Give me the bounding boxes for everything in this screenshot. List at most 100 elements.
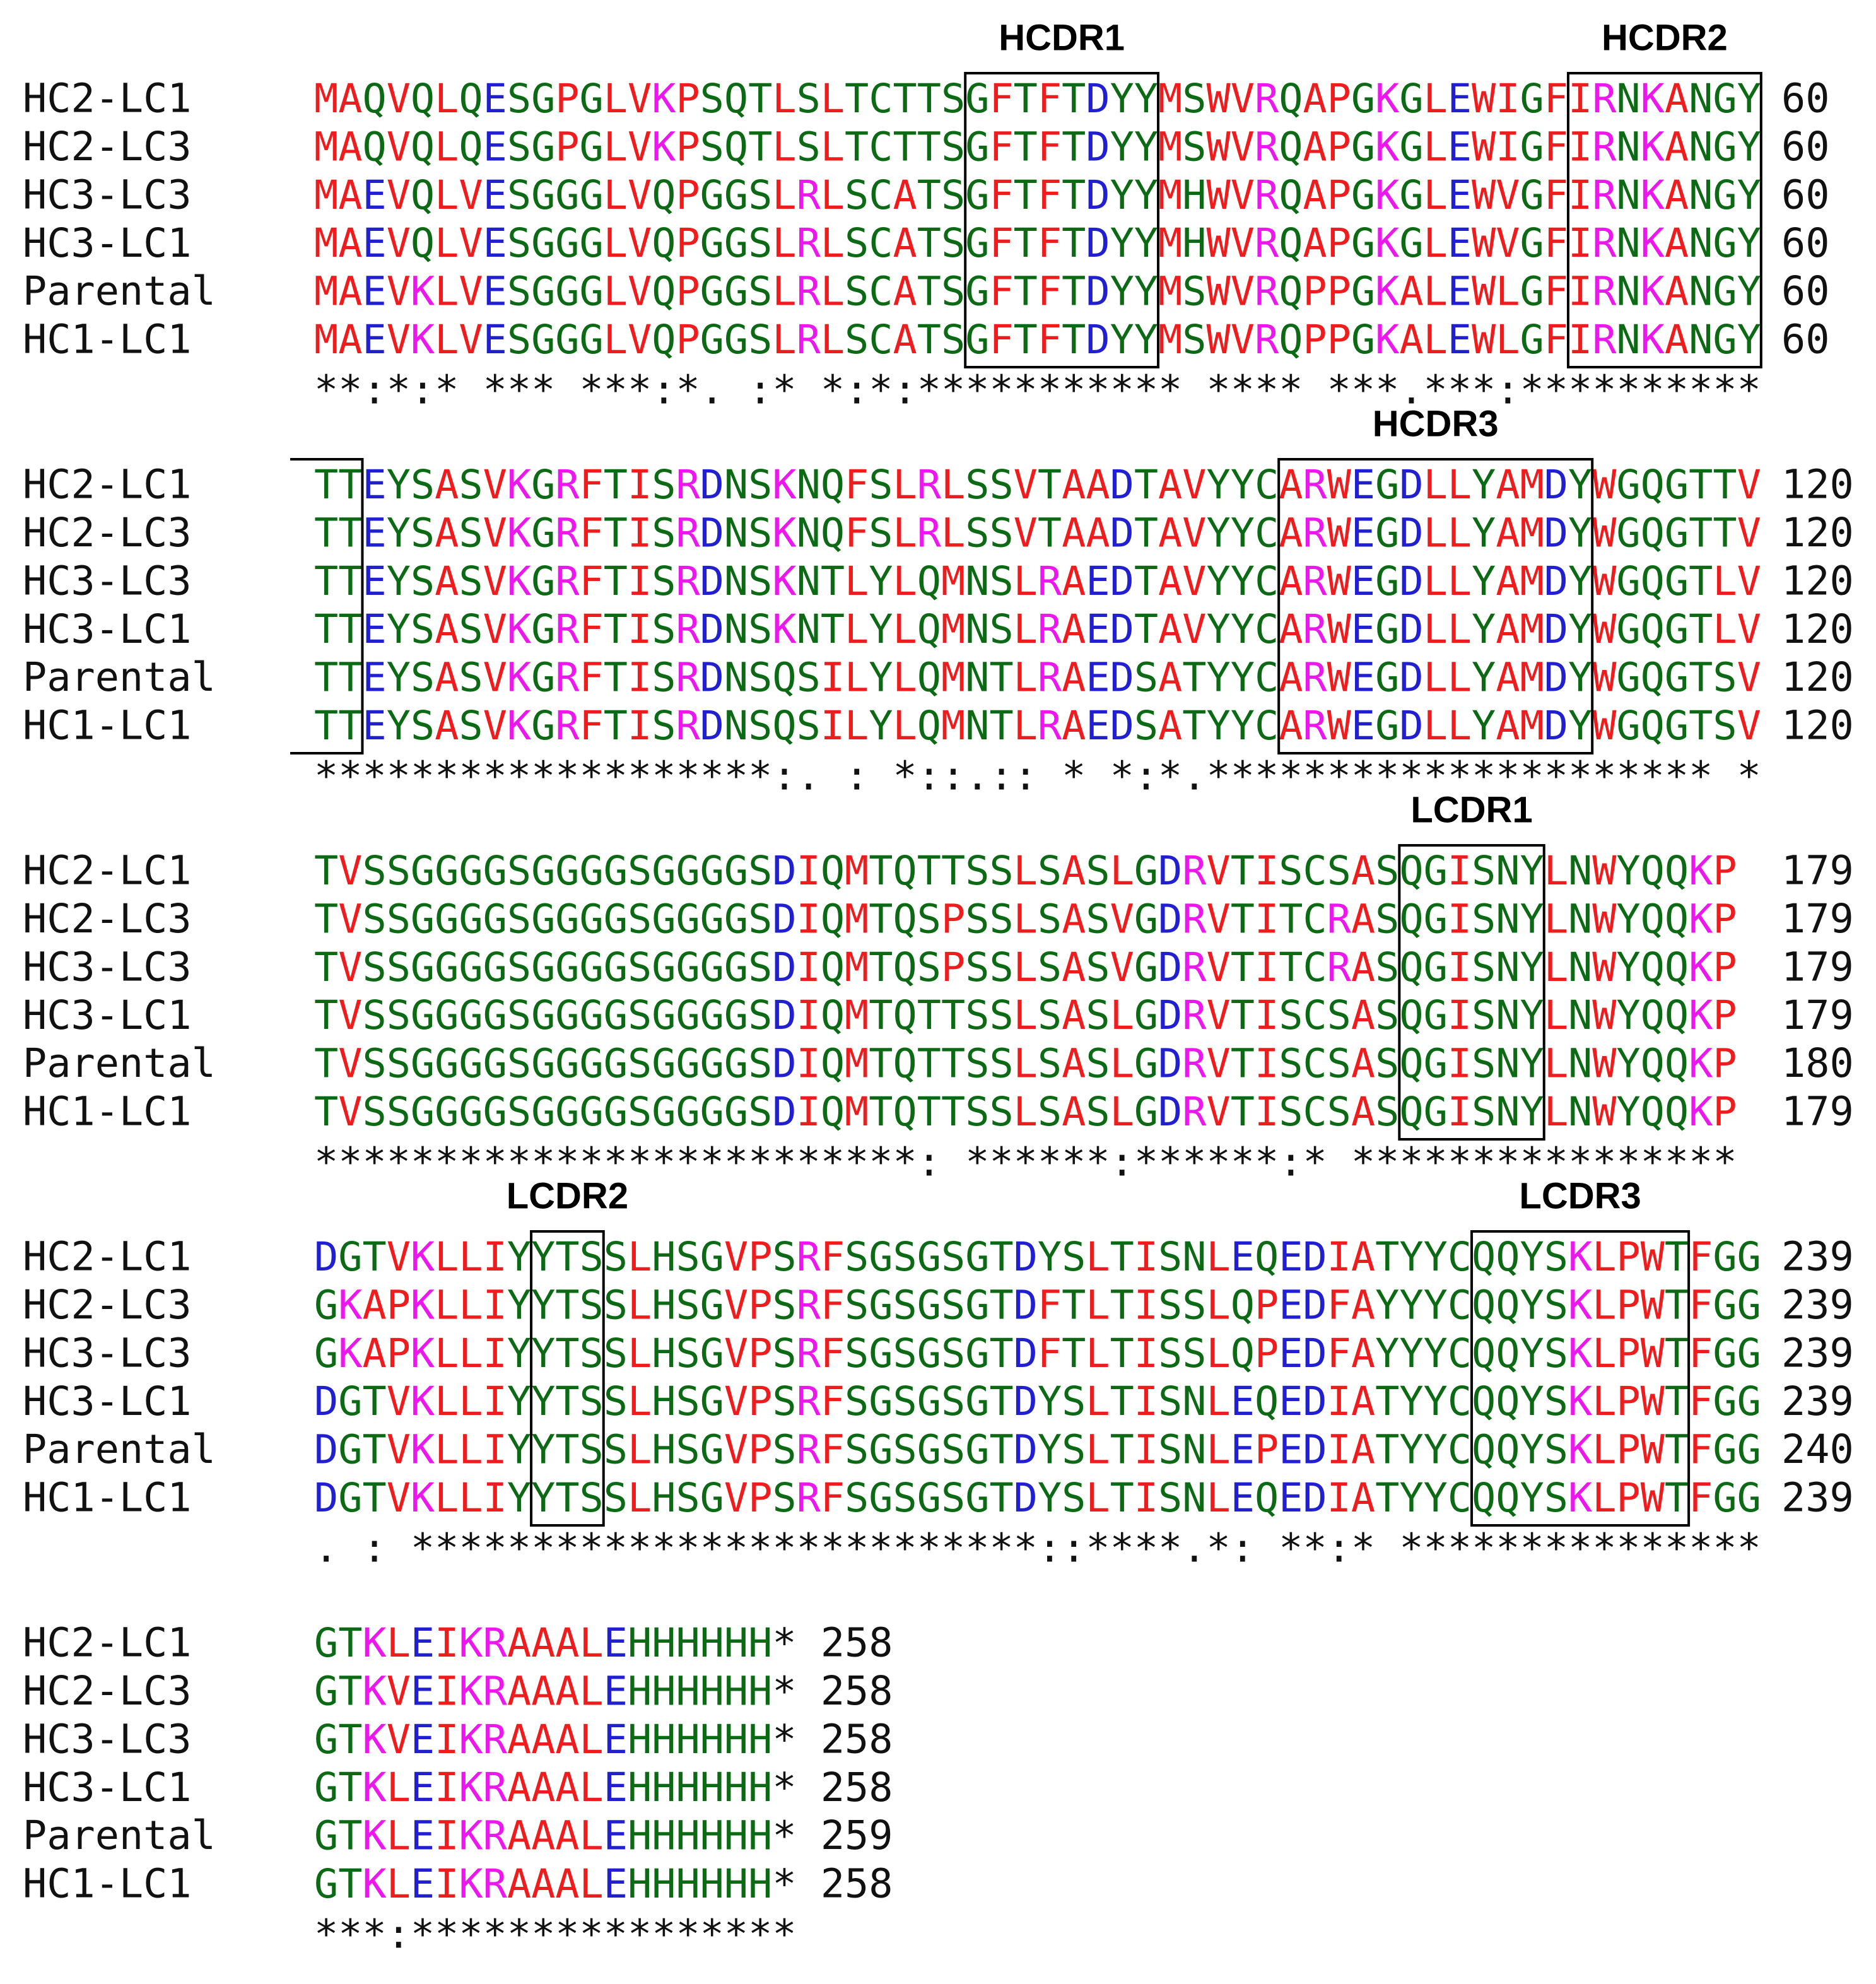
sequence: TVSSGGGGSGGGGSGGGGSDIQMTQSPSSLSASVGDRVTI… [314,895,1737,942]
sequence-name: Parental [23,1426,216,1472]
cdr-box-continuation [290,458,364,754]
sequence: MAEVQLVESGGGLVQPGGSLRLSCATSGFTFTDYYMHWVR… [314,220,1761,266]
sequence: GTKLEIKRAAALEHHHHHH* [314,1812,797,1858]
conservation-line: . : **************************::****.*: … [314,1525,1761,1571]
sequence: TTEYSASVKGRFTISRDNSKNTLYLQMNSLRAEDTAVYYC… [314,606,1761,652]
sequence: TTEYSASVKGRFTISRDNSKNQFSLRLSSVTAADTAVYYC… [314,461,1761,508]
cdr-label: LCDR2 [507,1175,628,1216]
sequence: GTKVEIKRAAALEHHHHHH* [314,1715,797,1762]
residue-count: 258 [821,1764,893,1811]
sequence-name: HC2-LC1 [23,461,192,508]
residue-count: 179 [1781,992,1854,1038]
sequence-name: HC1-LC1 [23,1088,192,1135]
sequence: DGTVKLLIYYTSSLHSGVPSRFSGSGSGTDYSLTISNLEQ… [314,1474,1761,1521]
sequence-name: HC3-LC3 [23,943,192,990]
sequence-name: HC3-LC1 [23,1764,192,1811]
sequence: TTEYSASVKGRFTISRDNSKNTLYLQMNSLRAEDTAVYYC… [314,557,1761,604]
sequence: TVSSGGGGSGGGGSGGGGSDIQMTQSPSSLSASVGDRVTI… [314,943,1737,990]
sequence-name: HC2-LC3 [23,509,192,556]
residue-count: 60 [1781,123,1829,170]
sequence: GKAPKLLIYYTSSLHSGVPSRFSGSGSGTDFTLTISSLQP… [314,1281,1761,1328]
residue-count: 239 [1781,1378,1854,1424]
sequence-name: HC3-LC3 [23,171,192,218]
sequence-name: Parental [23,1040,216,1086]
residue-count: 120 [1781,606,1854,652]
residue-count: 120 [1781,557,1854,604]
sequence-name: HC2-LC3 [23,123,192,170]
sequence-name: HC3-LC1 [23,220,192,266]
sequence: TVSSGGGGSGGGGSGGGGSDIQMTQTTSSLSASLGDRVTI… [314,992,1737,1038]
sequence-name: HC1-LC1 [23,1860,192,1907]
sequence-name: HC2-LC1 [23,75,192,122]
cdr-box [530,1230,605,1527]
sequence-name: Parental [23,267,216,314]
sequence-name: HC2-LC3 [23,1667,192,1714]
sequence: GTKLEIKRAAALEHHHHHH* [314,1764,797,1811]
sequence: MAQVQLQESGPGLVKPSQTLSLTCTTSGFTFTDYYMSWVR… [314,75,1761,122]
sequence: TVSSGGGGSGGGGSGGGGSDIQMTQTTSSLSASLGDRVTI… [314,1040,1737,1086]
residue-count: 60 [1781,171,1829,218]
conservation-line: ***:**************** [314,1911,797,1958]
sequence: MAEVKLVESGGGLVQPGGSLRLSCATSGFTFTDYYMSWVR… [314,316,1761,363]
sequence: DGTVKLLIYYTSSLHSGVPSRFSGSGSGTDYSLTISNLEP… [314,1426,1761,1472]
residue-count: 258 [821,1667,893,1714]
residue-count: 179 [1781,847,1854,894]
sequence-name: HC3-LC1 [23,1378,192,1424]
residue-count: 120 [1781,654,1854,700]
sequence-name: HC3-LC3 [23,1715,192,1762]
residue-count: 258 [821,1860,893,1907]
cdr-label: HCDR2 [1602,17,1728,58]
sequence-name: HC3-LC3 [23,557,192,604]
sequence-name: HC2-LC3 [23,895,192,942]
cdr-label: HCDR1 [999,17,1125,58]
sequence: GKAPKLLIYYTSSLHSGVPSRFSGSGSGTDFTLTISSLQP… [314,1329,1761,1376]
sequence: MAEVQLVESGGGLVQPGGSLRLSCATSGFTFTDYYMHWVR… [314,171,1761,218]
sequence-name: HC3-LC1 [23,606,192,652]
sequence: TTEYSASVKGRFTISRDNSQSILYLQMNTLRAEDSATYYC… [314,654,1761,700]
sequence: TVSSGGGGSGGGGSGGGGSDIQMTQTTSSLSASLGDRVTI… [314,1088,1737,1135]
cdr-box [1470,1230,1691,1527]
sequence: MAQVQLQESGPGLVKPSQTLSLTCTTSGFTFTDYYMSWVR… [314,123,1761,170]
residue-count: 180 [1781,1040,1854,1086]
residue-count: 60 [1781,267,1829,314]
sequence: DGTVKLLIYYTSSLHSGVPSRFSGSGSGTDYSLTISNLEQ… [314,1378,1761,1424]
sequence-name: HC3-LC3 [23,1329,192,1376]
conservation-line: **:*:* *** ***:*. :* *:*:*********** ***… [314,367,1761,413]
sequence-name: HC1-LC1 [23,1474,192,1521]
sequence: GTKLEIKRAAALEHHHHHH* [314,1619,797,1666]
conservation-line: *************************: ******:******… [314,1139,1737,1185]
sequence: GTKVEIKRAAALEHHHHHH* [314,1667,797,1714]
residue-count: 239 [1781,1329,1854,1376]
sequence-name: HC2-LC1 [23,847,192,894]
sequence-name: HC1-LC1 [23,702,192,749]
sequence-name: Parental [23,1812,216,1858]
residue-count: 120 [1781,461,1854,508]
conservation-line: *******************:. : *::.:: * *:*.***… [314,753,1761,799]
residue-count: 60 [1781,220,1829,266]
sequence-name: HC3-LC1 [23,992,192,1038]
sequence: TTEYSASVKGRFTISRDNSKNQFSLRLSSVTAADTAVYYC… [314,509,1761,556]
residue-count: 239 [1781,1233,1854,1280]
sequence: DGTVKLLIYYTSSLHSGVPSRFSGSGSGTDYSLTISNLEQ… [314,1233,1761,1280]
cdr-box [1277,458,1594,754]
residue-count: 179 [1781,895,1854,942]
cdr-label: LCDR3 [1519,1175,1641,1216]
sequence: TTEYSASVKGRFTISRDNSQSILYLQMNTLRAEDSATYYC… [314,702,1761,749]
residue-count: 258 [821,1619,893,1666]
cdr-box [1566,72,1762,368]
cdr-label: LCDR1 [1410,789,1532,830]
sequence-name: HC2-LC3 [23,1281,192,1328]
residue-count: 60 [1781,75,1829,122]
sequence: MAEVKLVESGGGLVQPGGSLRLSCATSGFTFTDYYMSWVR… [314,267,1761,314]
residue-count: 258 [821,1715,893,1762]
residue-count: 239 [1781,1474,1854,1521]
residue-count: 120 [1781,509,1854,556]
sequence-name: HC2-LC1 [23,1619,192,1666]
sequence-name: HC1-LC1 [23,316,192,363]
residue-count: 120 [1781,702,1854,749]
cdr-box [1398,844,1545,1141]
cdr-label: HCDR3 [1373,403,1499,444]
sequence-name: HC2-LC1 [23,1233,192,1280]
residue-count: 239 [1781,1281,1854,1328]
